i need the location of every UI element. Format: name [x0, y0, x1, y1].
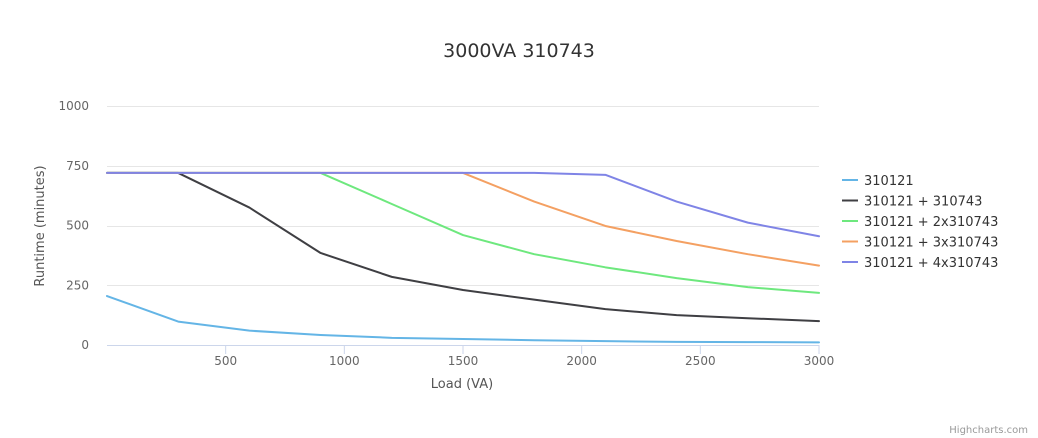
legend-item[interactable]: 310121 — [842, 174, 914, 189]
chart-title: 3000VA 310743 — [443, 40, 595, 62]
x-tick-label: 1500 — [448, 354, 479, 368]
y-tick-label: 1000 — [58, 99, 89, 113]
credits[interactable]: Highcharts.com — [949, 425, 1028, 436]
legend-item[interactable]: 310121 + 2x310743 — [842, 215, 998, 230]
x-tick-label: 2000 — [566, 354, 597, 368]
x-tick-label: 500 — [214, 354, 237, 368]
y-axis-ticks: 0 250 500 750 1000 — [58, 99, 89, 352]
gridlines — [107, 106, 819, 286]
x-axis-title: Load (VA) — [431, 377, 493, 392]
y-axis-title: Runtime (minutes) — [33, 165, 48, 286]
y-tick-label: 500 — [66, 219, 89, 233]
series-line-5[interactable] — [106, 171, 820, 238]
legend: 310121 310121 + 310743 310121 + 2x310743 31… — [842, 174, 998, 271]
legend-item[interactable]: 310121 + 3x310743 — [842, 236, 998, 251]
legend-label: 310121 + 2x310743 — [864, 215, 998, 230]
legend-label: 310121 + 4x310743 — [864, 256, 998, 271]
legend-item[interactable]: 310121 + 310743 — [842, 195, 982, 210]
x-tick-label: 2500 — [685, 354, 716, 368]
series-line-4[interactable] — [106, 171, 820, 267]
x-tick-label: 1000 — [329, 354, 360, 368]
legend-item[interactable]: 310121 + 4x310743 — [842, 256, 998, 271]
series-group — [106, 171, 820, 344]
series-line-1[interactable] — [106, 295, 820, 344]
legend-label: 310121 + 3x310743 — [864, 236, 998, 251]
legend-label: 310121 — [864, 174, 914, 189]
legend-label: 310121 + 310743 — [864, 195, 982, 210]
series-line-2[interactable] — [106, 171, 820, 323]
y-tick-label: 750 — [66, 159, 89, 173]
y-tick-label: 0 — [81, 338, 89, 352]
x-axis-ticks: 500 1000 1500 2000 2500 3000 — [214, 345, 834, 368]
y-tick-label: 250 — [66, 278, 89, 292]
x-tick-label: 3000 — [804, 354, 835, 368]
